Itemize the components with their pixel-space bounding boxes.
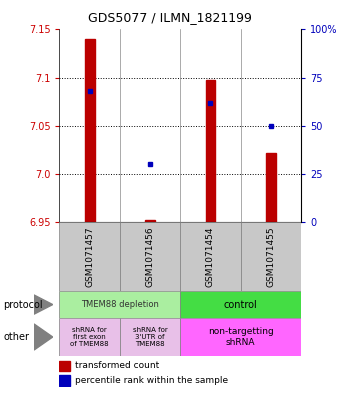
Bar [266,153,275,222]
Text: GSM1071454: GSM1071454 [206,226,215,286]
Text: shRNA for
3'UTR of
TMEM88: shRNA for 3'UTR of TMEM88 [133,327,167,347]
Text: non-targetting
shRNA: non-targetting shRNA [208,327,273,347]
Bar [85,39,95,222]
Bar [240,222,301,291]
Bar [180,318,301,356]
Bar [120,222,180,291]
Bar [59,291,180,318]
Bar [59,222,120,291]
Bar [180,291,301,318]
Text: TMEM88 depletion: TMEM88 depletion [81,300,159,309]
Bar [59,318,120,356]
Polygon shape [34,324,53,350]
Text: other: other [3,332,29,342]
Text: transformed count: transformed count [74,361,159,370]
Bar [59,375,70,386]
Bar [145,220,155,222]
Polygon shape [34,295,53,314]
Text: shRNA for
first exon
of TMEM88: shRNA for first exon of TMEM88 [70,327,109,347]
Text: protocol: protocol [3,299,43,310]
Text: GDS5077 / ILMN_1821199: GDS5077 / ILMN_1821199 [88,11,252,24]
Bar [206,79,215,222]
Text: GSM1071457: GSM1071457 [85,226,94,287]
Text: GSM1071455: GSM1071455 [266,226,275,287]
Text: percentile rank within the sample: percentile rank within the sample [74,376,228,385]
Text: GSM1071456: GSM1071456 [146,226,154,287]
Bar [120,318,180,356]
Bar [180,222,240,291]
Text: control: control [224,299,257,310]
Bar [59,361,70,371]
